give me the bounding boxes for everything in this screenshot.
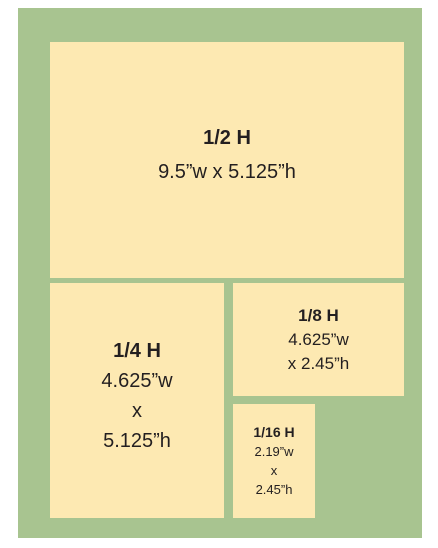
ad-box: 1/2 H 9.5”w x 5.125”h [50, 42, 404, 278]
ad-box: 1/8 H 4.625”w x 2.45”h [233, 283, 404, 396]
box-size: 2.19”w [254, 444, 294, 459]
ad-box: 1/4 H 4.625”w x 5.125”h [50, 283, 224, 518]
ad-box: 1/16 H 2.19”w x 2.45”h [233, 404, 315, 518]
box-title: 1/4 H [113, 339, 161, 362]
box-size: 4.625”w [288, 329, 349, 349]
box-size: 2.45”h [255, 482, 293, 497]
box-size: x [132, 399, 142, 422]
box-size: x [270, 463, 278, 478]
box-title: 1/2 H [203, 127, 251, 149]
box-size: 9.5”w x 5.125”h [158, 161, 296, 183]
box-size: 5.125”h [103, 429, 171, 452]
box-title: 1/8 H [298, 305, 339, 325]
box-size: x 2.45”h [287, 353, 350, 373]
box-size: 4.625”w [101, 369, 173, 392]
box-title: 1/16 H [253, 424, 295, 440]
